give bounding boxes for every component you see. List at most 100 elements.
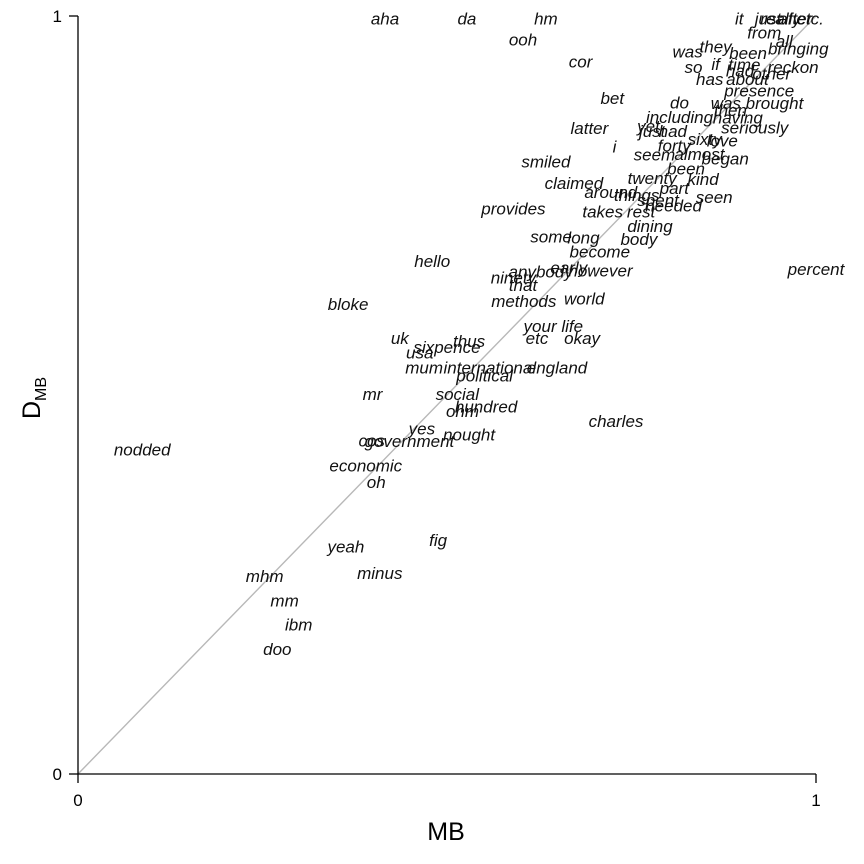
point-label: become: [570, 243, 630, 262]
point-label: has: [696, 70, 724, 89]
point-label: ninety: [491, 269, 538, 288]
point-label: uk: [391, 329, 410, 348]
point-label: it: [735, 9, 745, 28]
point-label: all: [776, 32, 794, 51]
point-label: latter: [571, 119, 610, 138]
point-label: da: [457, 9, 476, 28]
point-label: spent: [637, 191, 680, 210]
point-label: almost: [674, 145, 725, 164]
point-label: time: [728, 56, 760, 75]
point-label: bringing: [768, 40, 829, 59]
point-label: bet: [600, 89, 625, 108]
point-label: etc: [526, 329, 549, 348]
point-label: anybody: [509, 262, 575, 281]
point-label: however: [568, 262, 634, 281]
point-label: hello: [414, 252, 450, 271]
point-label: they: [700, 37, 734, 56]
point-label: do: [670, 93, 689, 112]
point-label: if: [711, 55, 722, 74]
point-label: bloke: [328, 295, 369, 314]
point-label: ibm: [285, 616, 312, 635]
point-label: world: [564, 290, 605, 309]
point-label: really: [760, 9, 802, 28]
point-label: cor: [569, 53, 594, 72]
point-label: was: [672, 43, 703, 62]
x-axis-title: MB: [427, 818, 465, 846]
point-label: nodded: [114, 441, 171, 460]
point-label: aha: [371, 9, 399, 28]
point-label: your life: [523, 317, 584, 336]
point-label: usa: [406, 344, 433, 363]
x-tick-label-0: 0: [73, 791, 82, 810]
y-axis-title: DMB: [18, 377, 50, 419]
point-label: percent: [787, 260, 846, 279]
y-tick-label-1: 1: [53, 7, 62, 26]
point-label: fig: [429, 531, 448, 550]
point-label: ooh: [509, 31, 537, 50]
point-label: just: [753, 9, 783, 28]
point-label: nought: [443, 425, 496, 444]
point-label: yeah: [326, 538, 364, 557]
point-label: international: [443, 359, 537, 378]
point-label: part: [659, 179, 691, 198]
point-label: love: [707, 131, 738, 150]
point-label: had: [726, 62, 755, 81]
point-label: dining: [627, 217, 673, 236]
reference-diagonal: [77, 15, 817, 775]
point-label: yes: [408, 419, 436, 438]
point-label: provides: [480, 200, 546, 219]
point-label: england: [527, 359, 588, 378]
point-label: forty: [658, 137, 693, 156]
y-axis-title-main: D: [18, 401, 46, 419]
point-label: about: [726, 70, 770, 89]
point-label: seriously: [721, 118, 790, 137]
point-label: body: [620, 230, 658, 249]
point-label: mm: [270, 591, 298, 610]
point-label: after: [778, 9, 813, 28]
point-label: reckon: [768, 58, 819, 77]
point-label: so: [685, 58, 703, 77]
point-label: takes: [582, 203, 623, 222]
point-label: charles: [589, 412, 644, 431]
point-label: around: [584, 183, 637, 202]
point-label: yet: [636, 117, 661, 136]
point-label: doo: [263, 640, 291, 659]
point-label: was brought: [711, 94, 805, 113]
point-label: cos: [358, 432, 385, 451]
point-label: long: [567, 228, 600, 247]
point-label: seem: [634, 146, 676, 165]
point-label: mum: [405, 359, 443, 378]
point-label: oh: [367, 473, 386, 492]
point-label: economic: [329, 457, 402, 476]
point-label: thus: [453, 332, 486, 351]
point-label: kind: [688, 170, 720, 189]
point-label: just: [637, 122, 667, 141]
point-label: some: [530, 228, 572, 247]
point-label: mr: [363, 385, 384, 404]
point-label: hundred: [455, 397, 518, 416]
y-axis-title-sub: MB: [33, 377, 50, 401]
point-label: sixpence: [413, 338, 480, 357]
point-label: sixty: [688, 130, 724, 149]
point-label: i: [613, 137, 618, 156]
point-label: including: [646, 108, 714, 127]
point-label: mhm: [246, 567, 284, 586]
point-label: presence: [723, 81, 794, 100]
point-label: government: [365, 432, 456, 451]
point-label: seen: [696, 188, 733, 207]
point-label: methods: [491, 292, 557, 311]
point-label: other: [752, 65, 792, 84]
point-label: then: [714, 101, 747, 120]
point-label: had: [659, 122, 688, 141]
point-label: been: [729, 44, 767, 63]
point-label: okay: [564, 329, 601, 348]
x-tick-label-1: 1: [811, 791, 820, 810]
point-label: claimed: [545, 174, 604, 193]
point-label: having: [713, 109, 764, 128]
point-label: needed: [645, 197, 702, 216]
point-label: ohm: [446, 402, 479, 421]
point-label: twenty: [628, 169, 679, 188]
point-label: early: [550, 259, 588, 278]
